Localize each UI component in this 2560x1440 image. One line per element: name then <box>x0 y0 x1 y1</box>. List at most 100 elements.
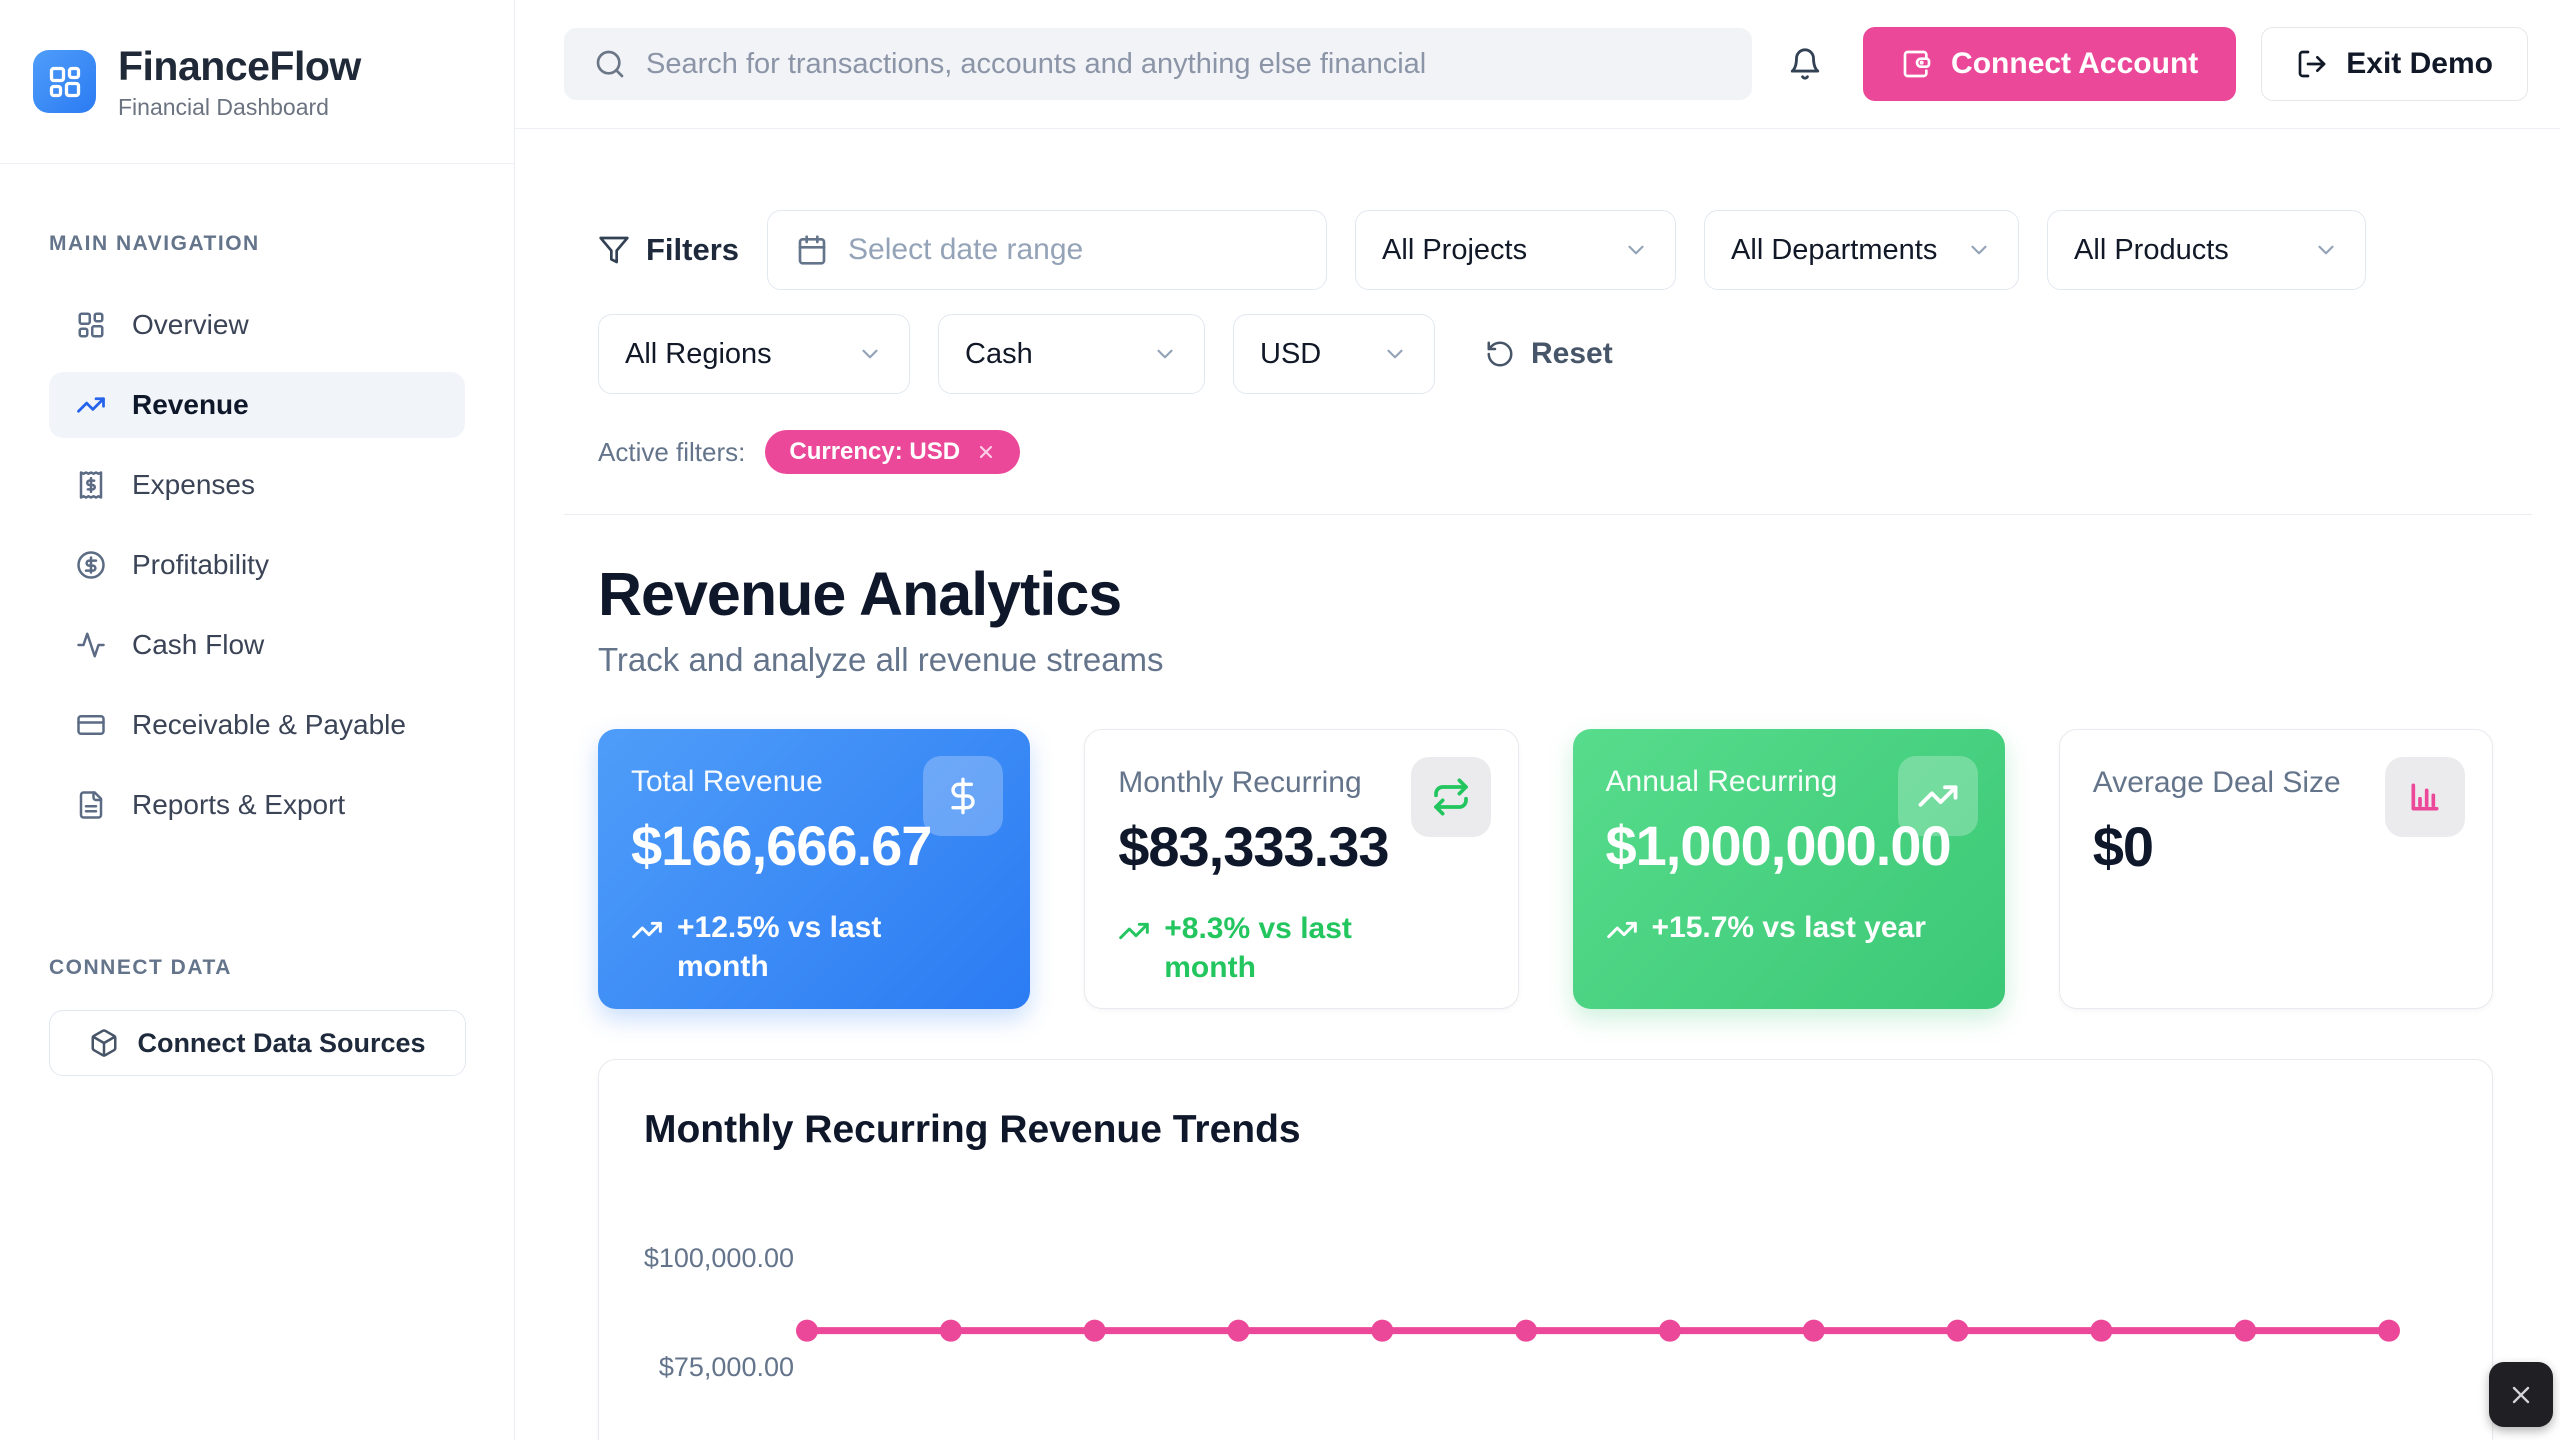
sidebar-item-label: Cash Flow <box>132 629 265 660</box>
app-subtitle: Financial Dashboard <box>118 93 329 120</box>
card-change: +12.5% vs last month <box>631 908 997 986</box>
active-filters-row: Active filters: Currency: USD <box>598 430 2493 474</box>
projects-select-value: All Projects <box>1382 233 1528 266</box>
bar-chart-icon <box>2385 757 2465 837</box>
search-box[interactable] <box>564 28 1752 100</box>
connect-account-button[interactable]: Connect Account <box>1863 27 2237 101</box>
connect-data-sources-button[interactable]: Connect Data Sources <box>49 1010 466 1076</box>
departments-select[interactable]: All Departments <box>1704 210 2020 290</box>
card-change-text: +8.3% vs last month <box>1164 912 1352 984</box>
receipt-icon <box>76 470 106 500</box>
wallet-icon <box>1901 48 1933 80</box>
currency-filter-chip[interactable]: Currency: USD <box>765 430 1021 474</box>
sidebar-item-label: Reports & Export <box>132 789 346 820</box>
remove-filter-icon[interactable] <box>976 442 996 462</box>
date-range-input[interactable] <box>767 210 1328 290</box>
products-select[interactable]: All Products <box>2047 210 2367 290</box>
trending-up-icon <box>1118 915 1150 947</box>
card-label: Average Deal Size <box>2092 766 2341 799</box>
currency-select-value: USD <box>1260 337 1322 370</box>
main-navigation: Overview Revenue Expenses Profitability … <box>0 292 514 838</box>
card-change: +15.7% vs last year <box>1606 908 1972 947</box>
log-out-icon <box>2296 48 2328 80</box>
dashboard-grid-icon <box>49 66 80 97</box>
trending-up-icon <box>76 390 106 420</box>
currency-filter-chip-label: Currency: USD <box>789 438 961 465</box>
close-overlay-button[interactable] <box>2489 1362 2553 1427</box>
card-label: Annual Recurring <box>1605 765 1838 798</box>
mrr-trends-card: Monthly Recurring Revenue Trends $100,00… <box>598 1059 2493 1440</box>
trending-up-icon <box>631 914 663 946</box>
reset-filters-button[interactable]: Reset <box>1485 337 1613 371</box>
repeat-icon <box>1410 757 1491 837</box>
sidebar-item-label: Expenses <box>132 469 255 500</box>
app-title: FinanceFlow <box>118 42 361 89</box>
card-value: $83,333.33 <box>1118 815 1389 878</box>
sidebar-item-label: Revenue <box>132 389 249 420</box>
payment-type-select[interactable]: Cash <box>938 314 1205 394</box>
sidebar-item-profitability[interactable]: Profitability <box>49 532 465 598</box>
card-change-text: +12.5% vs last month <box>677 911 882 983</box>
connect-data-sources-label: Connect Data Sources <box>137 1027 426 1058</box>
brand-text: FinanceFlow Financial Dashboard <box>118 43 361 121</box>
regions-select[interactable]: All Regions <box>598 314 910 394</box>
calendar-icon <box>796 234 828 266</box>
chevron-down-icon <box>1623 237 1649 263</box>
sidebar-item-label: Overview <box>132 309 249 340</box>
dollar-circle-icon <box>76 550 106 580</box>
dollar-sign-icon <box>923 756 1004 836</box>
filters-row-2: All Regions Cash USD Reset <box>598 314 2493 394</box>
card-change-text: +15.7% vs last year <box>1651 911 1926 944</box>
notifications-button[interactable] <box>1788 47 1822 81</box>
sidebar-item-expenses[interactable]: Expenses <box>49 452 465 518</box>
sidebar-item-cash-flow[interactable]: Cash Flow <box>49 612 465 678</box>
funnel-icon <box>598 234 630 266</box>
search-icon <box>594 48 626 80</box>
bell-icon <box>1790 48 1820 80</box>
trending-up-icon <box>1606 914 1638 946</box>
departments-select-value: All Departments <box>1731 233 1938 266</box>
section-divider <box>564 514 2532 515</box>
card-value: $0 <box>2092 815 2154 878</box>
top-bar: Connect Account Exit Demo <box>515 0 2560 129</box>
annual-recurring-card: Annual Recurring $1,000,000.00 +15.7% vs… <box>1572 729 2005 1009</box>
rotate-ccw-icon <box>1485 339 1515 369</box>
regions-select-value: All Regions <box>625 337 772 370</box>
trending-up-icon <box>1897 756 1978 836</box>
search-input[interactable] <box>646 47 1722 81</box>
sidebar-item-label: Profitability <box>132 549 269 580</box>
card-value: $166,666.67 <box>631 814 932 877</box>
filters-row-1: Filters All Projects All Departments All… <box>598 210 2493 290</box>
average-deal-size-card: Average Deal Size $0 <box>2058 729 2493 1009</box>
exit-demo-button[interactable]: Exit Demo <box>2261 27 2528 101</box>
filters-heading: Filters <box>598 232 739 268</box>
file-text-icon <box>76 790 106 820</box>
nav-section-header: MAIN NAVIGATION <box>49 232 260 255</box>
app-logo <box>33 50 96 113</box>
card-label: Monthly Recurring <box>1118 766 1362 799</box>
brand-header: FinanceFlow Financial Dashboard <box>0 0 514 164</box>
currency-select[interactable]: USD <box>1233 314 1435 394</box>
svg-text:$100,000.00: $100,000.00 <box>644 1243 794 1273</box>
activity-icon <box>76 630 106 660</box>
projects-select[interactable]: All Projects <box>1355 210 1677 290</box>
payment-type-select-value: Cash <box>965 337 1033 370</box>
package-icon <box>89 1028 119 1058</box>
card-label: Total Revenue <box>631 765 823 798</box>
sidebar-item-overview[interactable]: Overview <box>49 292 465 358</box>
chart-title: Monthly Recurring Revenue Trends <box>644 1108 1301 1151</box>
mrr-line-chart: $100,000.00$75,000.00$50,000.00 <box>644 1243 2400 1382</box>
sidebar-item-label: Receivable & Payable <box>132 709 406 740</box>
dashboard-grid-icon <box>76 310 106 340</box>
page-subtitle: Track and analyze all revenue streams <box>598 641 1164 678</box>
sidebar-item-receivable-payable[interactable]: Receivable & Payable <box>49 692 465 758</box>
date-range-field[interactable] <box>848 233 1299 267</box>
sidebar-item-revenue[interactable]: Revenue <box>49 372 465 438</box>
chevron-down-icon <box>1382 341 1408 367</box>
reset-label: Reset <box>1531 337 1613 370</box>
connect-account-label: Connect Account <box>1951 47 2199 80</box>
credit-card-icon <box>76 710 106 740</box>
filters-label: Filters <box>646 232 740 267</box>
sidebar-item-reports-export[interactable]: Reports & Export <box>49 772 465 838</box>
card-value: $1,000,000.00 <box>1605 814 1952 877</box>
